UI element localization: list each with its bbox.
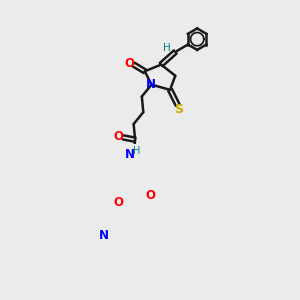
- Text: O: O: [124, 57, 134, 70]
- Text: S: S: [174, 103, 183, 116]
- Text: H: H: [163, 43, 171, 53]
- Text: H: H: [133, 146, 140, 156]
- Text: N: N: [124, 148, 134, 160]
- Text: O: O: [146, 189, 155, 202]
- Text: N: N: [146, 79, 156, 92]
- Text: O: O: [113, 196, 123, 208]
- Text: N: N: [99, 229, 110, 242]
- Text: O: O: [114, 130, 124, 143]
